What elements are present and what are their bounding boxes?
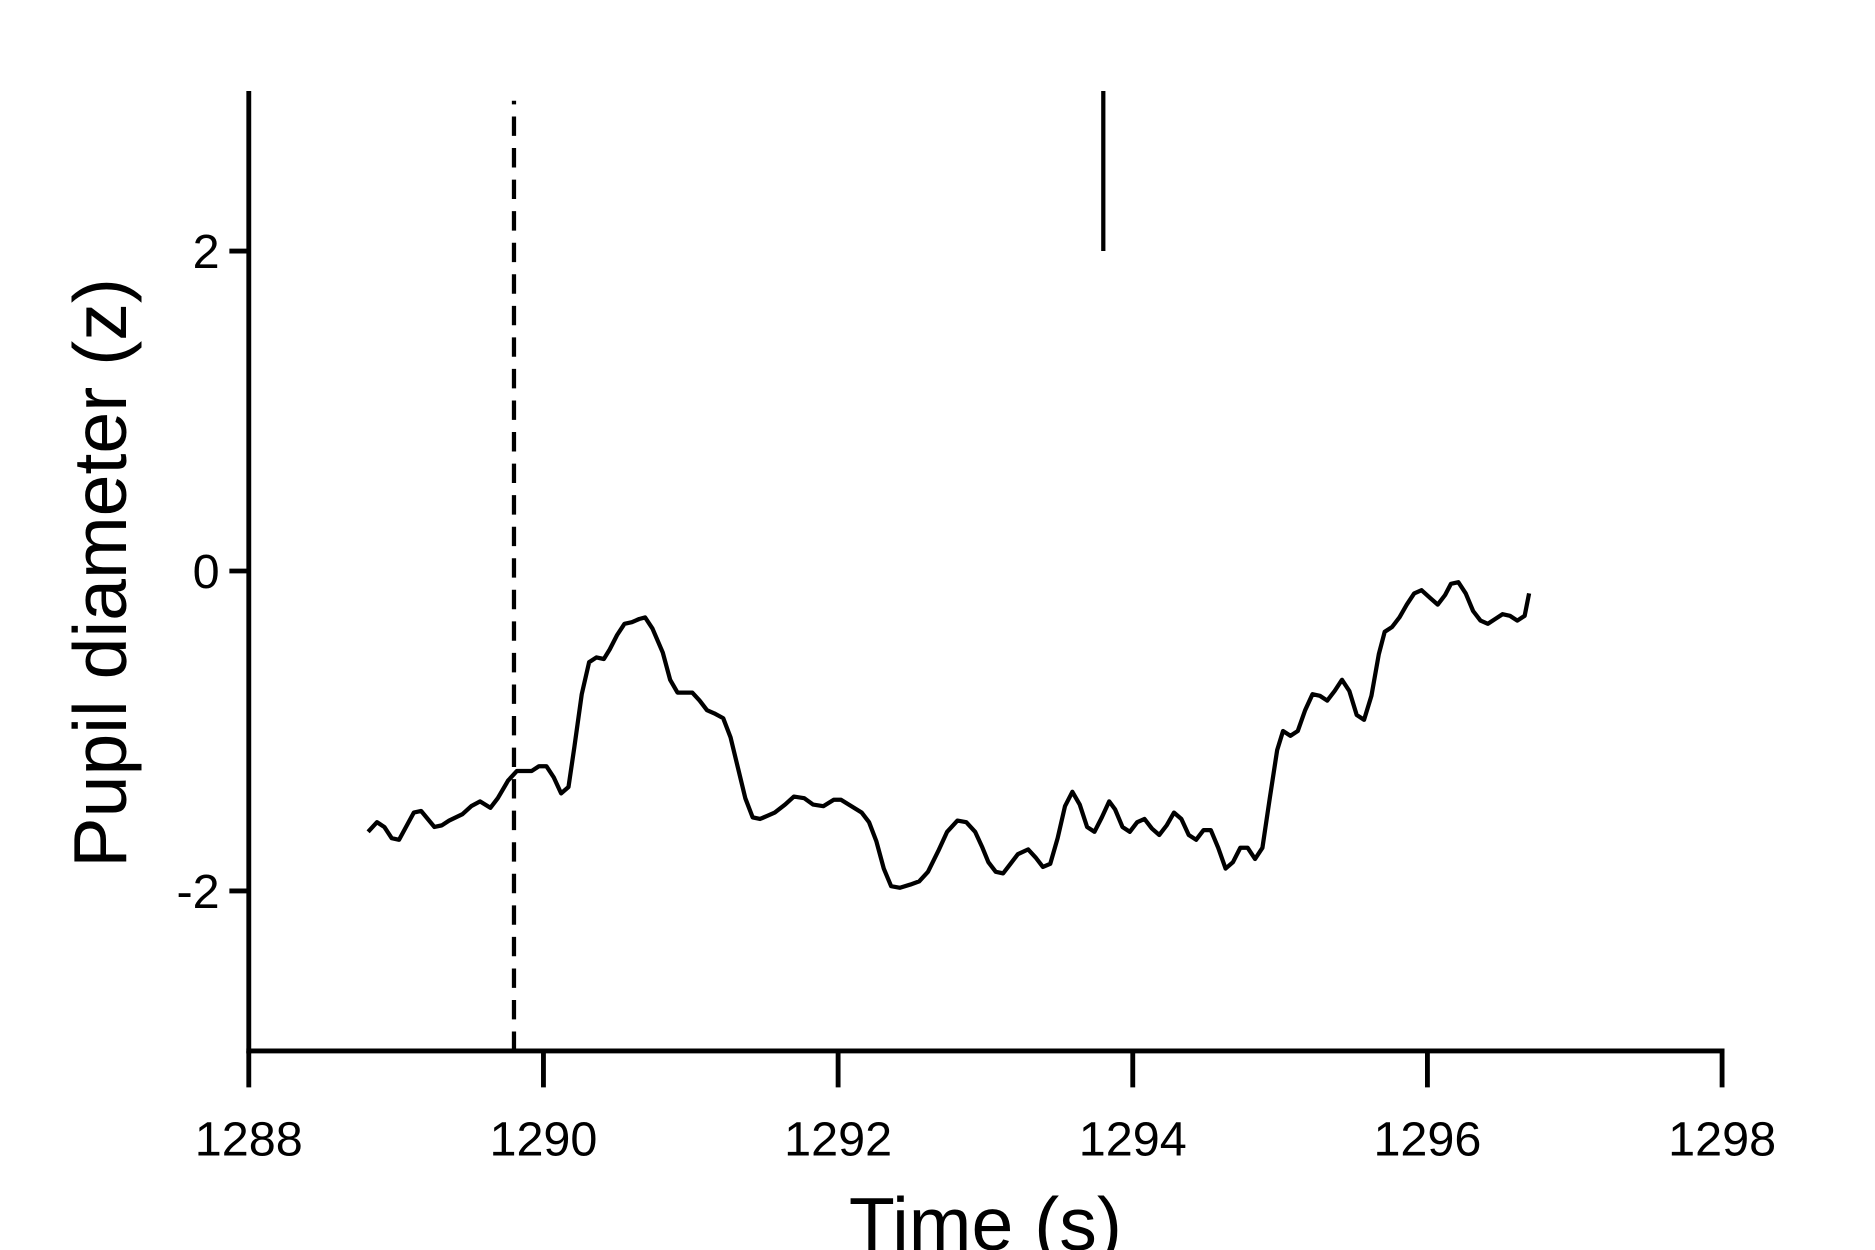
x-tick-label: 1290 [489, 1112, 597, 1166]
x-tick-label: 1288 [195, 1112, 303, 1166]
y-tick-label: 2 [193, 225, 220, 279]
x-tick-label: 1294 [1079, 1112, 1187, 1166]
y-axis-label: Pupil diameter (z) [58, 278, 142, 868]
x-tick-label: 1292 [784, 1112, 892, 1166]
x-axis-label: Time (s) [849, 1182, 1122, 1250]
data-line [366, 580, 1532, 890]
x-tick-label: 1296 [1373, 1112, 1481, 1166]
y-tick-label: -2 [177, 865, 220, 919]
y-tick-label: 0 [193, 545, 220, 599]
x-tick-label: 1298 [1668, 1112, 1776, 1166]
